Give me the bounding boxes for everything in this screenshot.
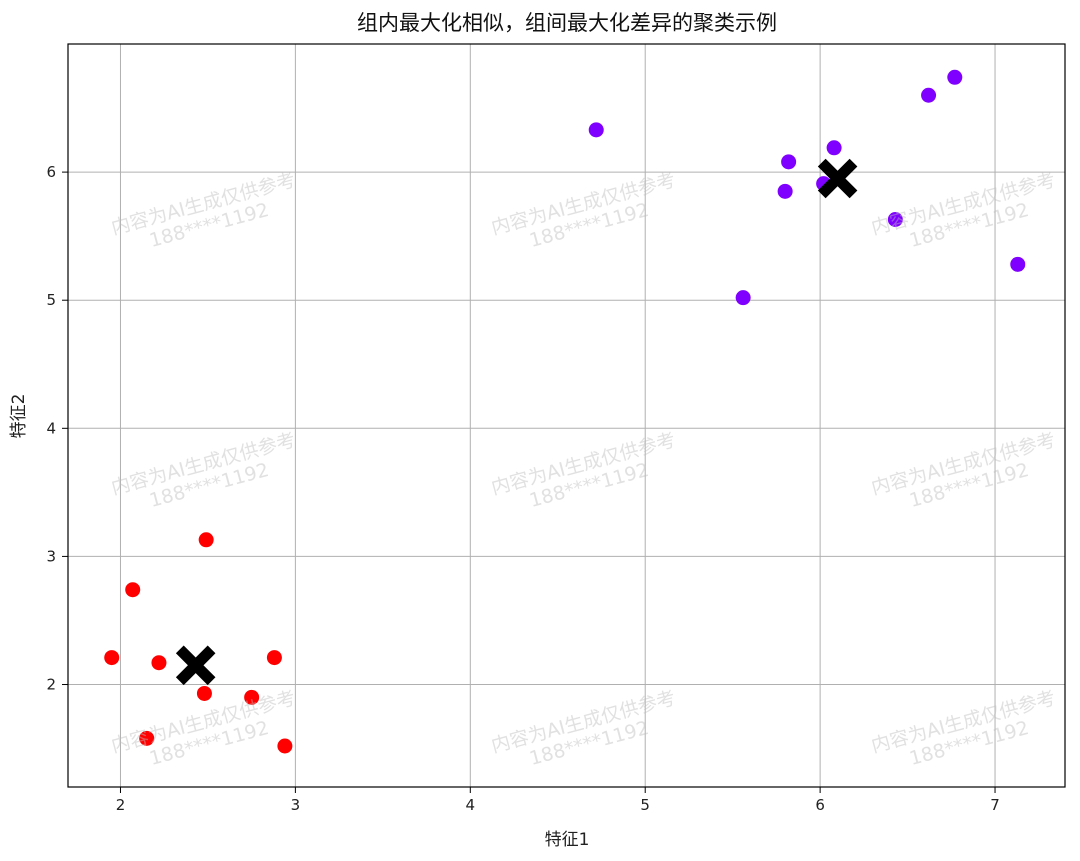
y-tick-label: 4 [46,419,56,437]
x-tick-label: 4 [466,796,476,814]
x-axis-label: 特征1 [545,830,590,850]
data-point [588,122,604,138]
grid [68,44,1065,787]
centroid-marker [817,158,858,199]
data-points [104,69,1026,754]
data-point [947,69,963,85]
y-tick-label: 2 [46,676,56,694]
chart-title: 组内最大化相似，组间最大化差异的聚类示例 [357,11,777,35]
x-tick-label: 5 [640,796,650,814]
y-ticks: 2 3 4 5 6 [46,163,68,694]
x-tick-label: 6 [815,796,825,814]
data-point [196,685,212,701]
data-point [244,689,260,705]
data-point [1010,256,1026,272]
x-tick-label: 2 [116,796,126,814]
data-point [277,738,293,754]
data-point [266,650,282,666]
data-point [104,650,120,666]
y-tick-label: 3 [46,547,56,565]
centroids [175,158,858,686]
x-tick-label: 3 [291,796,301,814]
data-point [887,212,903,228]
data-point [826,140,842,156]
x-ticks: 2 3 4 5 6 7 [116,787,1000,814]
data-point [921,87,937,103]
data-point [151,655,167,671]
data-point [735,290,751,306]
data-point [139,730,155,746]
data-point [781,154,797,170]
y-tick-label: 5 [46,291,56,309]
centroid-marker [175,645,216,686]
data-point [125,582,141,598]
data-point [777,183,793,199]
data-point [198,532,214,548]
y-tick-label: 6 [46,163,56,181]
x-tick-label: 7 [990,796,1000,814]
y-axis-label: 特征2 [9,394,29,439]
plot-frame [67,43,1066,788]
